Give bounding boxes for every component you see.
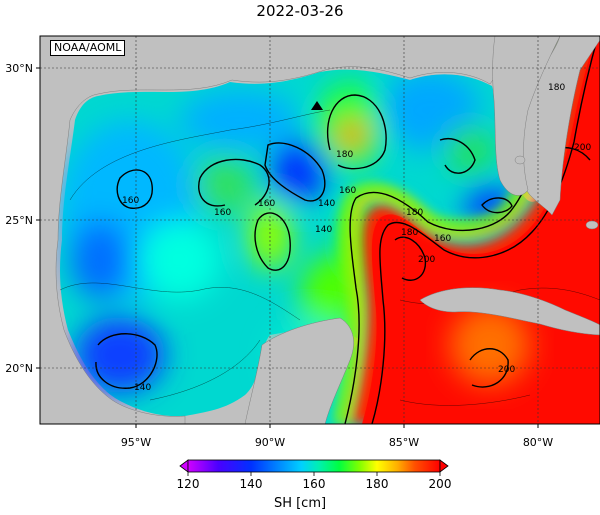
- contour-label: 140: [134, 383, 151, 393]
- contour-label: 180: [548, 83, 565, 93]
- contour-label: 200: [418, 255, 435, 265]
- colorbar-low-arrow: [179, 459, 189, 473]
- contour-label: 200: [574, 143, 591, 153]
- axis-ticks: [36, 67, 539, 428]
- contour-label: 160: [258, 199, 275, 209]
- colorbar-tick: 120: [177, 477, 200, 491]
- colorbar-high-arrow: [439, 459, 449, 473]
- lon-tick-label: 90°W: [255, 436, 285, 449]
- lat-tick-label: 30°N: [5, 62, 33, 75]
- lat-tick-label: 20°N: [5, 362, 33, 375]
- map-title: 2022-03-26: [256, 2, 344, 20]
- land-masses: [40, 36, 600, 424]
- map-frame: [39, 35, 600, 425]
- contour-label: 180: [336, 150, 353, 160]
- lon-tick-label: 95°W: [121, 436, 151, 449]
- contour-label: 180: [401, 228, 418, 238]
- contour-label: 160: [434, 234, 451, 244]
- graticule: [40, 36, 600, 424]
- colorbar-tick: 180: [366, 477, 389, 491]
- colorbar-label: SH [cm]: [273, 496, 327, 511]
- station-marker: [311, 101, 323, 110]
- contour-label: 180: [406, 208, 423, 218]
- colorbar-tick: 160: [303, 477, 326, 491]
- colorbar-tick: 140: [240, 477, 263, 491]
- contour-label: 140: [315, 225, 332, 235]
- lon-tick-label: 80°W: [523, 436, 553, 449]
- colorbar: 120 140 160 180 200: [177, 459, 452, 491]
- colorbar-tick: 200: [429, 477, 452, 491]
- lat-tick-label: 25°N: [5, 214, 33, 227]
- contour-label: 140: [318, 199, 335, 209]
- contour-label: 200: [498, 365, 515, 375]
- colorbar-gradient: [187, 459, 441, 473]
- contour-label: 160: [339, 186, 356, 196]
- credit-label: NOAA/AOML: [50, 40, 126, 56]
- contour-label: 160: [122, 196, 139, 206]
- contour-label-group: 160 160 160 140 140 180 160 180 160 180 …: [122, 83, 591, 393]
- contour-label: 160: [214, 208, 231, 218]
- lon-tick-label: 85°W: [389, 436, 419, 449]
